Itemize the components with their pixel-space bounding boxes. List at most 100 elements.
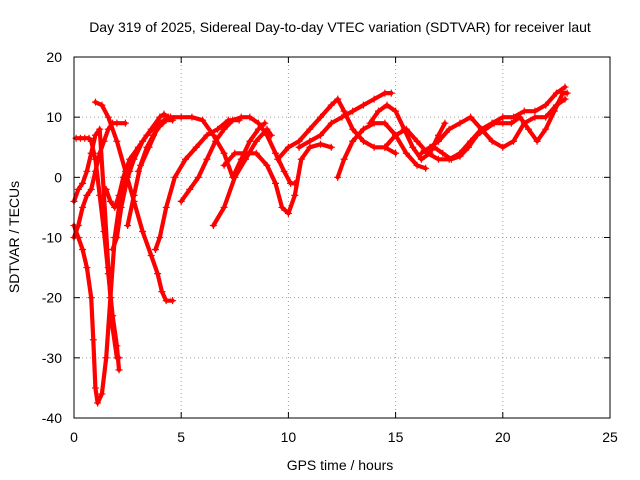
data-point bbox=[409, 143, 417, 151]
data-point bbox=[278, 203, 286, 211]
data-point bbox=[552, 101, 560, 109]
data-point bbox=[169, 297, 177, 305]
series-arc5 bbox=[91, 98, 177, 305]
data-point bbox=[162, 297, 170, 305]
data-point bbox=[209, 131, 217, 139]
data-point bbox=[96, 125, 104, 133]
data-point bbox=[109, 246, 117, 254]
data-point bbox=[177, 113, 185, 121]
data-point bbox=[89, 336, 97, 344]
series-arc13 bbox=[220, 140, 335, 217]
data-point bbox=[280, 167, 288, 175]
data-point bbox=[74, 185, 82, 193]
data-point bbox=[542, 125, 550, 133]
data-point bbox=[134, 167, 142, 175]
data-point bbox=[507, 119, 515, 127]
data-point bbox=[510, 137, 518, 145]
data-point bbox=[434, 137, 442, 145]
y-axis-label: SDTVAR / TECUs bbox=[6, 181, 22, 293]
data-point bbox=[531, 113, 539, 121]
data-point bbox=[83, 191, 91, 199]
data-point bbox=[477, 125, 485, 133]
data-point bbox=[124, 173, 132, 181]
x-tick-label: 10 bbox=[281, 429, 297, 445]
data-point bbox=[417, 149, 425, 157]
series-trace bbox=[136, 115, 267, 180]
data-point bbox=[246, 137, 254, 145]
data-point bbox=[274, 155, 282, 163]
data-point bbox=[267, 131, 275, 139]
data-point bbox=[203, 155, 211, 163]
data-point bbox=[111, 203, 119, 211]
data-point bbox=[87, 137, 95, 145]
data-point bbox=[381, 119, 389, 127]
data-point bbox=[229, 116, 237, 124]
data-point bbox=[156, 113, 164, 121]
data-point bbox=[317, 140, 325, 148]
data-point bbox=[113, 119, 121, 127]
data-point bbox=[199, 116, 207, 124]
data-point bbox=[151, 246, 159, 254]
data-point bbox=[516, 113, 524, 121]
data-point bbox=[499, 143, 507, 151]
data-point bbox=[456, 152, 464, 160]
data-point bbox=[98, 101, 106, 109]
series-trace bbox=[93, 99, 175, 303]
series-arc12 bbox=[209, 125, 275, 229]
data-point bbox=[338, 113, 346, 121]
series-arc9 bbox=[151, 116, 243, 254]
data-point bbox=[272, 149, 280, 157]
data-point bbox=[203, 131, 211, 139]
data-point bbox=[87, 294, 95, 302]
data-point bbox=[334, 173, 342, 181]
data-point bbox=[91, 98, 99, 106]
series-arc20 bbox=[417, 95, 569, 157]
data-point bbox=[464, 143, 472, 151]
data-point bbox=[392, 149, 400, 157]
data-point bbox=[209, 221, 217, 229]
data-point bbox=[272, 179, 280, 187]
data-point bbox=[113, 234, 121, 241]
data-point bbox=[284, 143, 292, 151]
x-axis-label: GPS time / hours bbox=[287, 457, 394, 473]
data-point bbox=[422, 164, 430, 172]
data-point bbox=[130, 191, 138, 199]
data-point bbox=[327, 143, 335, 151]
data-point bbox=[96, 149, 104, 157]
data-point bbox=[413, 137, 421, 145]
data-point bbox=[441, 119, 449, 127]
data-point bbox=[426, 143, 434, 151]
data-point bbox=[214, 125, 222, 133]
data-point bbox=[263, 161, 271, 169]
series-trace bbox=[297, 90, 394, 150]
data-point bbox=[91, 384, 99, 392]
data-point bbox=[113, 137, 121, 145]
series-trace bbox=[110, 112, 171, 252]
data-point bbox=[242, 149, 250, 157]
data-point bbox=[79, 203, 87, 211]
data-point bbox=[156, 234, 164, 241]
y-tick-label: 0 bbox=[54, 169, 62, 185]
series-trace bbox=[335, 121, 428, 180]
data-point bbox=[490, 119, 498, 127]
data-point bbox=[115, 191, 123, 199]
data-point bbox=[113, 342, 121, 350]
data-point bbox=[147, 125, 155, 133]
y-tick-label: -20 bbox=[42, 290, 62, 306]
data-point bbox=[254, 119, 262, 127]
series-arc16 bbox=[334, 119, 430, 181]
data-point bbox=[194, 173, 202, 181]
data-point bbox=[87, 185, 95, 193]
data-point bbox=[94, 399, 102, 407]
data-point bbox=[100, 137, 108, 145]
x-tick-label: 5 bbox=[177, 429, 185, 445]
data-series bbox=[70, 83, 571, 407]
data-point bbox=[117, 203, 125, 211]
data-point bbox=[349, 137, 357, 145]
data-point bbox=[79, 246, 87, 254]
data-point bbox=[561, 83, 569, 91]
series-arc10 bbox=[134, 113, 269, 181]
series-arc19 bbox=[430, 89, 571, 163]
data-point bbox=[531, 107, 539, 115]
